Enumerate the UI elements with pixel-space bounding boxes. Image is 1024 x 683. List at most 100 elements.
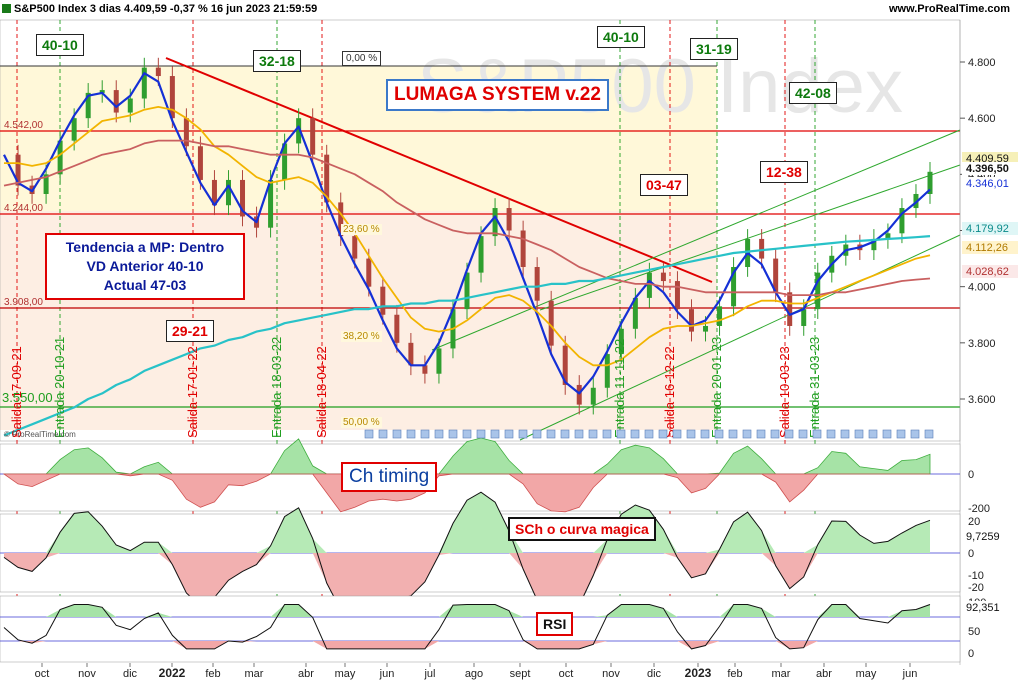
- event-marker: [882, 429, 892, 439]
- candle-body: [773, 258, 779, 293]
- event-marker: [672, 429, 682, 439]
- event-marker: [770, 429, 780, 439]
- candle-body: [492, 208, 498, 237]
- count-label: 42-08: [789, 82, 837, 104]
- panel-tick-label: -10: [968, 570, 984, 582]
- indicator-tag-bg: [962, 530, 1018, 543]
- panel-tick-label: 20: [968, 516, 980, 528]
- x-tick-label: feb: [205, 668, 220, 680]
- x-tick-label: ago: [465, 668, 483, 680]
- event-marker: [392, 429, 402, 439]
- panel-tick-label: 0: [968, 469, 974, 481]
- event-marker: [378, 429, 388, 439]
- candle-body: [674, 281, 680, 310]
- x-tick-label: dic: [123, 668, 138, 680]
- candle-body: [155, 67, 161, 77]
- event-marker: [532, 429, 542, 439]
- moving-averages: [3, 72, 931, 437]
- event-marker: [812, 429, 822, 439]
- sch-curve: [3, 491, 931, 619]
- signal-label: Entrada 11-11-22: [612, 339, 627, 438]
- panel-tick-label: 0: [968, 648, 974, 660]
- candle-body: [99, 90, 105, 93]
- event-marker: [462, 429, 472, 439]
- x-tick-label: may: [335, 668, 356, 680]
- candle-body: [436, 348, 442, 374]
- signal-label: Salida 17-01-22: [185, 346, 200, 438]
- candle-body: [815, 272, 821, 310]
- candle-body: [632, 297, 638, 329]
- panel-tick-label: 0: [968, 548, 974, 560]
- candle-body: [43, 174, 49, 194]
- ch-timing-label: Ch timing: [341, 462, 438, 492]
- instrument-icon: [2, 4, 11, 13]
- small-icons: [364, 429, 934, 439]
- event-marker: [476, 429, 486, 439]
- price-tag: 4.396,50: [966, 163, 1009, 175]
- x-tick-label: abr: [298, 668, 314, 680]
- candle-body: [464, 272, 470, 310]
- sch-positive-area: [4, 492, 930, 553]
- signal-label: Salida 18-04-22: [314, 346, 329, 438]
- x-tick-label: oct: [35, 668, 50, 680]
- y-tick-label: 3.600: [968, 394, 996, 406]
- y-tick-label: 4.000: [968, 282, 996, 294]
- fib-label: 38,20 %: [341, 331, 382, 342]
- price-tag: 4.346,01: [966, 178, 1009, 190]
- event-marker: [616, 429, 626, 439]
- candle-body: [520, 230, 526, 268]
- price-tags: 4.409,594.396,504.346,014.179,924.112,26…: [962, 152, 1018, 614]
- event-marker: [742, 429, 752, 439]
- ma-line: [4, 106, 931, 367]
- candle-body: [422, 365, 428, 374]
- sch-panel: [0, 491, 961, 619]
- event-marker: [406, 429, 416, 439]
- ma-line: [3, 139, 931, 296]
- y-axis: 4.8004.6004.4004.2004.0003.8003.6000-200…: [959, 20, 996, 665]
- candle-body: [225, 179, 231, 206]
- candle-body: [885, 233, 891, 239]
- y-tick-label: 4.600: [968, 113, 996, 125]
- candle-body: [801, 309, 807, 326]
- rsi-overbought-area: [4, 604, 930, 617]
- x-tick-label: oct: [559, 668, 574, 680]
- signal-label: Salida 17-09-21: [9, 346, 24, 438]
- signal-label: Salida 16-12-22: [662, 346, 677, 438]
- event-marker: [546, 429, 556, 439]
- candle-body: [548, 300, 554, 346]
- price-tag-bg: [962, 222, 1018, 235]
- event-marker: [602, 429, 612, 439]
- event-marker: [868, 429, 878, 439]
- event-marker: [658, 429, 668, 439]
- signal-label: Entrada 31-03-23: [807, 337, 822, 438]
- event-marker: [574, 429, 584, 439]
- count-label: 32-18: [253, 50, 301, 72]
- y-tick-label: 4.800: [968, 57, 996, 69]
- level-label: 3.908,00: [4, 297, 43, 308]
- x-tick-label: jun: [902, 668, 918, 680]
- candle-body: [618, 328, 624, 355]
- count-label: 40-10: [597, 26, 645, 48]
- candle-body: [141, 67, 147, 99]
- candle-body: [717, 306, 723, 326]
- horizontal-levels: [0, 65, 960, 408]
- candle-body: [590, 387, 596, 405]
- signal-label: Entrada 20-01-23: [709, 337, 724, 438]
- candle-body: [113, 90, 119, 113]
- price-tag: 4.179,92: [966, 223, 1009, 235]
- candle-body: [268, 179, 274, 228]
- event-marker: [728, 429, 738, 439]
- event-marker: [490, 429, 500, 439]
- candle-body: [646, 272, 652, 298]
- candle-body: [562, 345, 568, 385]
- level-label: 3.550,00: [2, 390, 53, 405]
- x-tick-label: jul: [423, 668, 435, 680]
- site-link[interactable]: www.ProRealTime.com: [888, 3, 1010, 15]
- candle-body: [282, 143, 288, 180]
- count-label: 12-38: [760, 161, 808, 183]
- candle-body: [660, 272, 666, 282]
- indicator-tag: 92,351: [966, 602, 1000, 614]
- candle-body: [324, 154, 330, 203]
- trend-line-3: Actual 47-03: [103, 277, 187, 293]
- candle-body: [127, 98, 133, 113]
